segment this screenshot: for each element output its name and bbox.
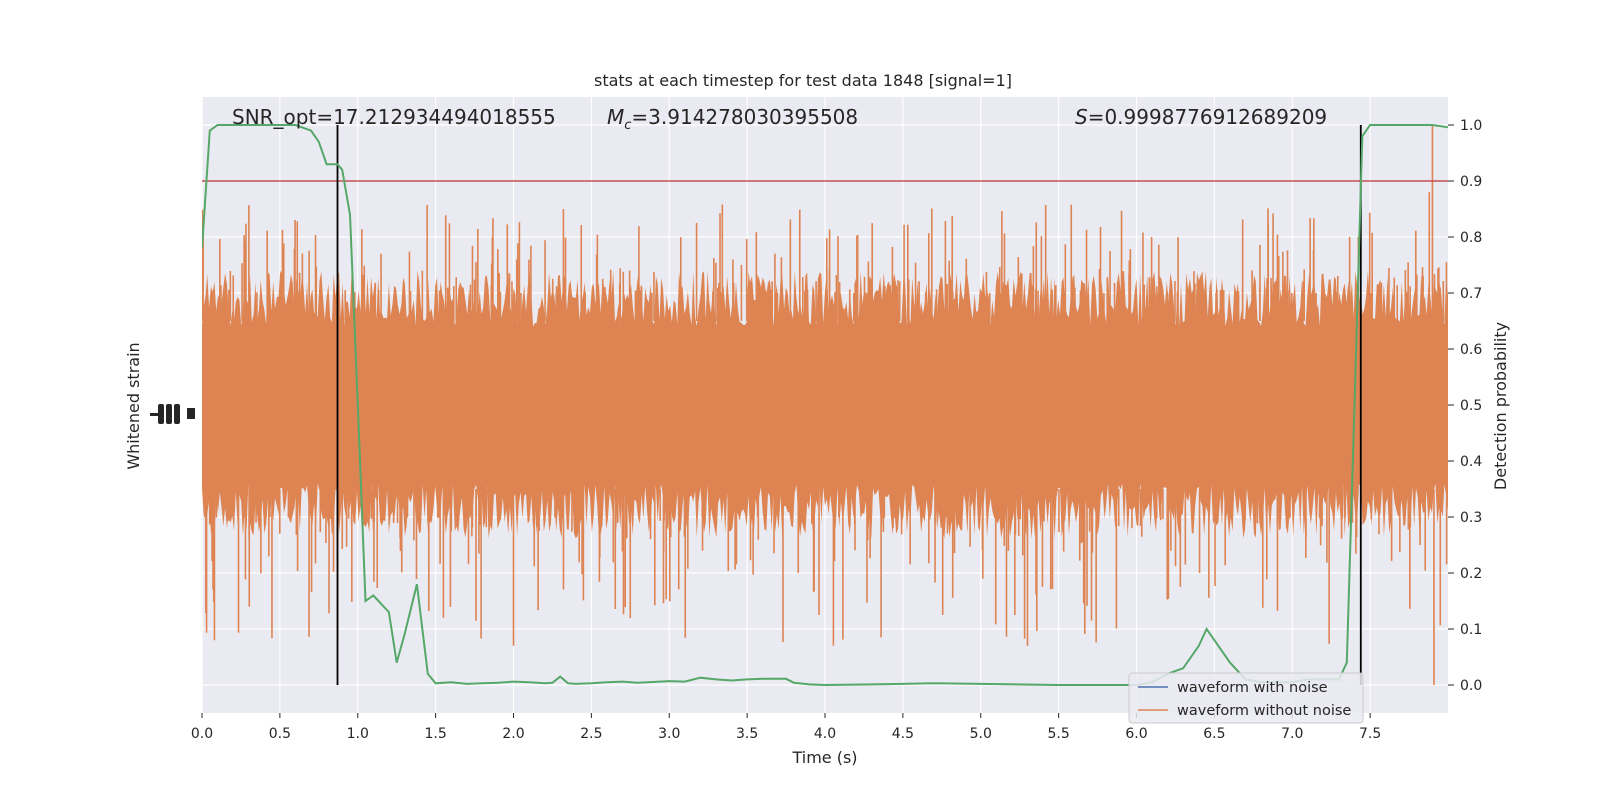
y-tick-label: 0.9 <box>1460 174 1482 190</box>
x-tick-label: 7.5 <box>1359 726 1381 742</box>
y-axis-left-label: Whitened strain <box>124 342 143 469</box>
legend-label-with-noise: waveform with noise <box>1177 680 1328 696</box>
y-tick-label: 0.2 <box>1460 566 1482 582</box>
s-annotation: S=0.9998776912689209 <box>1075 105 1327 129</box>
x-tick-label: 1.0 <box>347 726 369 742</box>
legend-box <box>1128 672 1364 724</box>
chirp-mass-annotation: Mc=3.914278030395508 <box>607 105 858 133</box>
snr-annotation: SNR_opt=17.212934494018555 <box>232 105 556 129</box>
x-tick-label: 7.0 <box>1281 726 1303 742</box>
left-axis-overlapping-ticks <box>150 404 195 424</box>
y-axis-right-ticks: 0.0 0.1 0.2 0.3 0.4 0.5 0.6 0.7 0.8 0.9 1.0 <box>1448 118 1482 694</box>
chart-title: stats at each timestep for test data 184… <box>594 71 1012 90</box>
x-tick-label: 4.0 <box>814 726 836 742</box>
x-tick-label: 5.0 <box>970 726 992 742</box>
x-tick-label: 3.0 <box>658 726 680 742</box>
x-tick-label: 5.5 <box>1047 726 1069 742</box>
y-tick-label: 0.8 <box>1460 230 1482 246</box>
x-tick-label: 2.0 <box>502 726 524 742</box>
y-tick-label: 0.6 <box>1460 342 1482 358</box>
legend-label-without-noise: waveform without noise <box>1177 703 1351 719</box>
x-tick-label: 0.0 <box>191 726 213 742</box>
y-tick-label: 0.0 <box>1460 678 1482 694</box>
x-tick-label: 3.5 <box>736 726 758 742</box>
x-tick-label: 6.5 <box>1203 726 1225 742</box>
x-axis-ticks: 0.0 0.5 1.0 1.5 2.0 2.5 3.0 3.5 4.0 4.5 5.0 5.5 6.0 6… <box>191 713 1381 742</box>
x-tick-label: 4.5 <box>892 726 914 742</box>
waveform-without-noise-body <box>202 270 1448 540</box>
x-tick-label: 2.5 <box>580 726 602 742</box>
x-tick-label: 6.0 <box>1125 726 1147 742</box>
y-tick-label: 1.0 <box>1460 118 1482 134</box>
legend: waveform with noise waveform without noi… <box>1128 672 1364 724</box>
y-tick-label: 0.5 <box>1460 398 1482 414</box>
y-tick-label: 0.4 <box>1460 454 1482 470</box>
x-axis-label: Time (s) <box>791 748 857 767</box>
y-axis-right-label: Detection probability <box>1491 322 1510 490</box>
x-tick-label: 0.5 <box>269 726 291 742</box>
x-tick-label: 1.5 <box>424 726 446 742</box>
y-tick-label: 0.1 <box>1460 622 1482 638</box>
plot-area <box>202 124 1448 687</box>
y-tick-label: 0.3 <box>1460 510 1482 526</box>
y-tick-label: 0.7 <box>1460 286 1482 302</box>
